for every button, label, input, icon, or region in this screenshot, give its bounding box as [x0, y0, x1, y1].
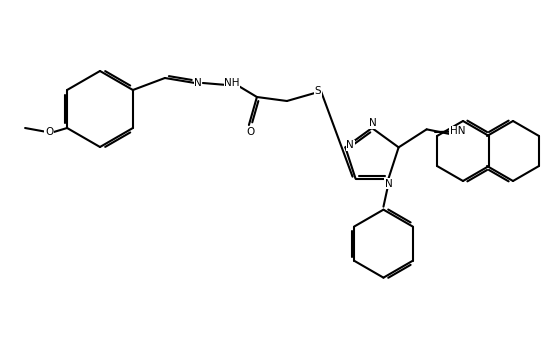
- Text: O: O: [45, 127, 53, 137]
- Text: O: O: [247, 127, 255, 137]
- Text: HN: HN: [450, 126, 466, 136]
- Text: N: N: [194, 78, 202, 88]
- Text: N: N: [369, 118, 377, 128]
- Text: N: N: [385, 179, 392, 188]
- Text: S: S: [315, 86, 321, 96]
- Text: N: N: [347, 140, 354, 150]
- Text: NH: NH: [224, 78, 240, 88]
